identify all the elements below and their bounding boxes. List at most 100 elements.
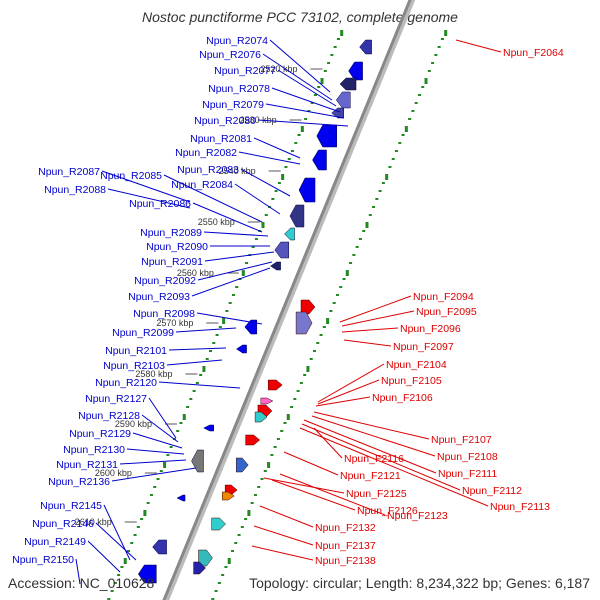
reverse-gene-label: Npun_R2089 [140,227,202,239]
reverse-gene-block [335,91,351,109]
reverse-gene-leader [166,359,223,366]
reverse-gene-leader [271,87,341,113]
reverse-gene-leader [103,504,131,561]
forward-gene-leader [317,363,385,403]
forward-gene-block [211,517,226,531]
reverse-gene-leader [175,327,237,333]
reverse-gene-label: Npun_R2077 [214,65,276,77]
forward-gene-label: Npun_F2104 [386,359,447,371]
reverse-gene-leader [269,39,331,93]
reverse-gene-leader [196,312,263,325]
reverse-gene-leader [111,467,197,482]
reverse-gene-leader [191,267,271,297]
reverse-gene-label: Npun_R2120 [95,377,157,389]
forward-gene-block [260,397,274,405]
reverse-gene-label: Npun_R2081 [190,133,252,145]
reverse-gene-block [348,61,363,81]
forward-gene-label: Npun_F2137 [315,540,376,552]
reverse-gene-leader [168,347,227,351]
forward-gene-leader [339,295,412,323]
reverse-gene-block [289,204,305,228]
scale-label: 2550 kbp [198,217,235,227]
forward-gene-leader [283,451,339,476]
reverse-gene-leader [262,53,333,101]
forward-gene-label: Npun_F2123 [387,510,448,522]
forward-gene-block [245,434,261,446]
forward-gene-leader [315,396,371,407]
forward-gene-label: Npun_F2111 [438,468,497,480]
reverse-gene-label: Npun_R2074 [206,35,268,47]
reverse-gene-leader [163,174,263,223]
forward-gene-leader [263,477,345,494]
scale-label: 2570 kbp [156,318,193,328]
forward-gene-label: Npun_F2105 [381,375,442,387]
forward-gene-leader [299,427,489,507]
reverse-gene-block [236,344,247,354]
reverse-gene-label: Npun_R2131 [56,459,118,471]
reverse-gene-label: Npun_R2091 [141,256,203,268]
reverse-gene-leader [257,119,349,127]
forward-gene-block [295,311,313,335]
reverse-gene-label: Npun_R2078 [208,83,270,95]
reverse-gene-label: Npun_R2086 [129,198,191,210]
forward-gene-label: Npun_F2132 [315,522,376,534]
forward-gene-block [193,561,206,575]
forward-gene-block [222,491,235,501]
reverse-gene-block [244,319,258,335]
reverse-gene-block [298,177,316,203]
reverse-gene-label: Npun_R2145 [40,500,102,512]
forward-gene-label: Npun_F2095 [416,306,477,318]
reverse-gene-block [176,494,186,502]
scale-label: 2540 kbp [219,166,256,176]
reverse-gene-label: Npun_R2101 [105,345,167,357]
reverse-gene-leader [158,381,241,389]
forward-gene-label: Npun_F2096 [400,323,461,335]
reverse-gene-leader [265,103,345,119]
reverse-gene-label: Npun_R2150 [12,554,74,566]
forward-gene-label: Npun_F2121 [340,470,401,482]
scale-label: 2520 kbp [260,64,297,74]
forward-gene-label: Npun_F2107 [431,434,492,446]
reverse-gene-label: Npun_R2090 [146,241,208,253]
forward-gene-label: Npun_F2108 [437,451,498,463]
reverse-gene-leader [203,231,269,237]
reverse-gene-label: Npun_R2080 [194,115,256,127]
reverse-gene-leader [95,522,137,561]
reverse-gene-leader [192,202,263,233]
genome-title: Nostoc punctiforme PCC 73102, complete g… [142,9,458,25]
reverse-gene-label: Npun_R2085 [100,170,162,182]
reverse-gene-block [203,424,214,432]
reverse-gene-label: Npun_R2129 [69,428,131,440]
forward-gene-label: Npun_F2064 [503,47,564,59]
backbone-shadow [162,0,416,600]
forward-gene-leader [271,479,356,511]
reverse-gene-block [138,564,157,584]
reverse-gene-block [312,149,327,171]
reverse-gene-leader [101,170,191,203]
scale-label: 2580 kbp [135,369,172,379]
reverse-gene-label: Npun_R2084 [171,179,233,191]
forward-gene-label: Npun_F2113 [490,501,550,513]
reverse-gene-leader [253,137,301,159]
forward-gene-leader [279,473,386,516]
reverse-gene-label: Npun_R2083 [177,164,239,176]
forward-gene-leader [317,379,380,405]
reverse-gene-leader [238,151,301,165]
forward-gene-leader [455,39,502,53]
reverse-gene-label: Npun_R2079 [202,99,264,111]
forward-gene-leader [313,427,343,459]
reverse-gene-leader [132,432,183,449]
reverse-gene-block [191,449,204,473]
forward-gene-label: Npun_F2094 [413,291,474,303]
reverse-gene-block [359,39,372,55]
forward-gene-label: Npun_F2125 [346,488,407,500]
reverse-gene-label: Npun_R2127 [85,393,147,405]
forward-gene-leader [251,545,314,561]
forward-gene-leader [259,505,314,528]
forward-gene-leader [341,310,415,327]
forward-gene-block [267,379,283,391]
reverse-gene-leader [204,251,275,262]
forward-gene-leader [341,327,399,333]
